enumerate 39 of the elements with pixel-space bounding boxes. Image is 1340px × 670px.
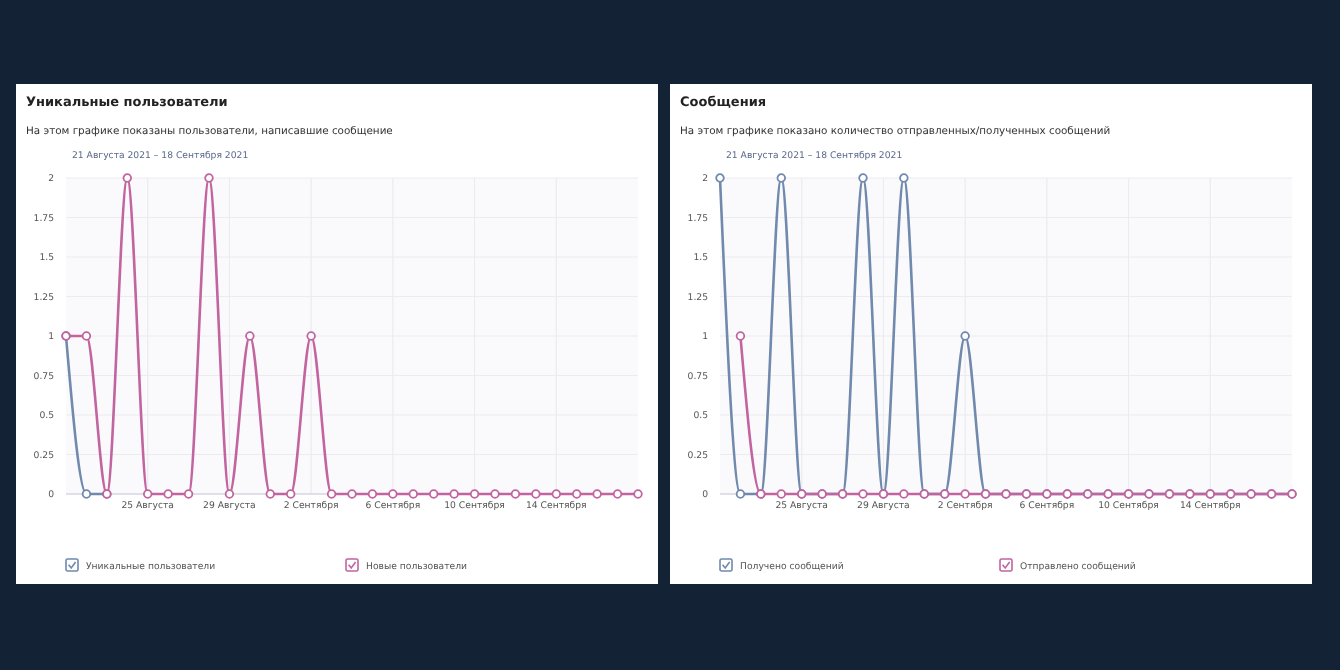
- point: [960, 331, 970, 341]
- point: [81, 489, 92, 499]
- point: [572, 489, 582, 499]
- point: [858, 489, 868, 499]
- point: [490, 489, 500, 499]
- point: [388, 489, 398, 499]
- point: [776, 173, 786, 183]
- point: [510, 489, 521, 499]
- point: [408, 489, 418, 499]
- point: [367, 489, 378, 499]
- point: [469, 489, 480, 499]
- point: [81, 331, 92, 341]
- point: [286, 489, 296, 499]
- point: [592, 489, 602, 499]
- point: [899, 173, 909, 183]
- point: [715, 173, 725, 183]
- point: [551, 489, 561, 499]
- point: [429, 489, 439, 499]
- point: [735, 331, 746, 341]
- point: [531, 489, 541, 499]
- point: [449, 489, 459, 499]
- point: [204, 173, 214, 183]
- point: [899, 489, 909, 499]
- point: [326, 489, 337, 499]
- point: [633, 489, 643, 499]
- point: [183, 489, 194, 499]
- point: [347, 489, 357, 499]
- point: [224, 489, 235, 499]
- point: [143, 489, 153, 499]
- point: [776, 489, 786, 499]
- point: [163, 489, 173, 499]
- point: [612, 489, 623, 499]
- point: [265, 489, 275, 499]
- point: [306, 331, 316, 341]
- point: [122, 173, 132, 183]
- point: [735, 489, 746, 499]
- point: [960, 489, 970, 499]
- point: [858, 173, 868, 183]
- point: [245, 331, 255, 341]
